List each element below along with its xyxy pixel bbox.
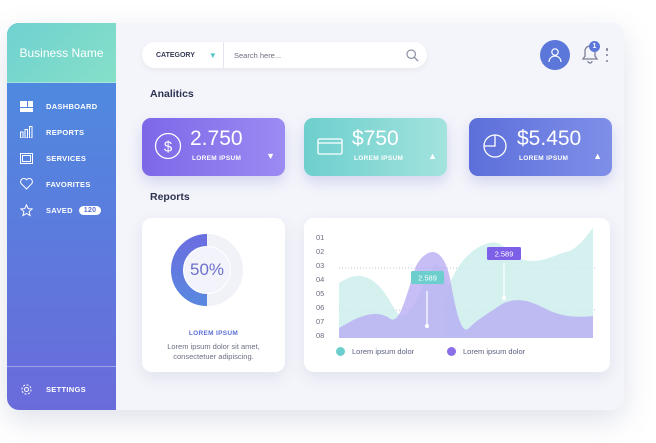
- sidebar-item-reports[interactable]: REPORTS: [7, 119, 116, 145]
- search-bar: CATEGORY ▼: [142, 42, 427, 68]
- legend-label: Lorem ipsum dolor: [352, 347, 415, 356]
- area-chart: 01 02 03 04 05 06 07 08 2.589 2.589: [316, 228, 596, 340]
- trend-down-icon: ▼: [266, 151, 275, 161]
- tooltip-value: 2.589: [495, 250, 514, 259]
- donut-description: Lorem ipsum dolor sit amet, consectetuer…: [167, 342, 260, 361]
- dashboard-icon: [19, 99, 33, 113]
- legend-item: Lorem ipsum dolor: [336, 347, 414, 356]
- stat-value: $5.450: [517, 127, 582, 150]
- brand-name[interactable]: Business Name: [7, 23, 116, 83]
- sidebar-nav: DASHBOARD REPORTS SERVICES FAVORITES: [7, 83, 116, 223]
- sidebar-item-label: SERVICES: [46, 153, 87, 163]
- credit-card-icon: [317, 138, 343, 155]
- search-icon[interactable]: [397, 48, 427, 62]
- y-tick-label: 02: [316, 247, 324, 256]
- legend-item: Lorem ipsum dolor: [447, 347, 525, 356]
- donut-chart: [171, 234, 243, 306]
- user-icon: [548, 48, 562, 63]
- more-menu-icon[interactable]: [605, 48, 609, 62]
- tooltip-box: [411, 271, 444, 284]
- category-dropdown[interactable]: CATEGORY ▼: [142, 42, 224, 68]
- sidebar: Business Name DASHBOARD REPORTS SERVICES: [7, 23, 116, 410]
- y-tick-label: 01: [316, 233, 324, 242]
- sidebar-item-settings[interactable]: SETTINGS: [7, 376, 116, 402]
- stat-label: LOREM IPSUM: [192, 155, 242, 162]
- data-point: [425, 324, 429, 328]
- y-tick-label: 06: [316, 303, 324, 312]
- sidebar-item-dashboard[interactable]: DASHBOARD: [7, 93, 116, 119]
- area-chart-panel: 01 02 03 04 05 06 07 08 2.589 2.589 Lorem ipsum…: [304, 218, 610, 372]
- progress-panel: 50% LOREM IPSUM Lorem ipsum dolor sit am…: [142, 218, 285, 372]
- avatar[interactable]: [540, 40, 570, 70]
- analytics-title: Analitics: [150, 88, 194, 100]
- y-tick-label: 08: [316, 331, 324, 340]
- donut-value: 50%: [189, 260, 225, 279]
- series-purple-area: [339, 252, 593, 338]
- stat-value: $750: [352, 127, 399, 150]
- y-tick-label: 03: [316, 261, 324, 270]
- sidebar-divider: [7, 366, 116, 367]
- y-tick-label: 04: [316, 275, 324, 284]
- tooltip-box: [487, 247, 521, 260]
- sidebar-item-label: REPORTS: [46, 127, 85, 137]
- y-tick-label: 07: [316, 317, 324, 326]
- bar-chart-icon: [19, 125, 33, 139]
- stat-card[interactable]: $ 2.750 LOREM IPSUM ▼: [142, 118, 285, 176]
- sidebar-item-label: SAVED: [46, 205, 73, 215]
- notification-badge: 1: [589, 41, 600, 52]
- sidebar-item-services[interactable]: SERVICES: [7, 145, 116, 171]
- reports-title: Reports: [150, 191, 190, 203]
- star-icon: [19, 203, 33, 217]
- legend-label: Lorem ipsum dolor: [463, 347, 526, 356]
- dollar-icon: $: [154, 132, 182, 160]
- stat-card[interactable]: $750 LOREM IPSUM ▲: [304, 118, 447, 176]
- stat-card[interactable]: $5.450 LOREM IPSUM ▲: [469, 118, 612, 176]
- stat-value: 2.750: [190, 127, 243, 150]
- saved-count-badge: 120: [78, 205, 102, 215]
- stat-label: LOREM IPSUM: [354, 155, 404, 162]
- donut-progress-arc: [171, 234, 208, 306]
- heart-icon: [19, 177, 33, 191]
- search-input[interactable]: [224, 50, 397, 60]
- category-label: CATEGORY: [156, 51, 195, 59]
- legend-dot: [447, 347, 456, 356]
- sidebar-item-label: SETTINGS: [46, 384, 86, 394]
- svg-text:$: $: [164, 139, 173, 156]
- gear-icon: [19, 382, 33, 396]
- stat-label: LOREM IPSUM: [519, 155, 569, 162]
- tooltip-value: 2.589: [418, 274, 437, 283]
- series-teal-area: [444, 228, 593, 338]
- pie-icon: [483, 134, 507, 158]
- data-point: [502, 296, 506, 300]
- services-icon: [19, 151, 33, 165]
- legend-dot: [336, 347, 345, 356]
- trend-up-icon: ▲: [593, 151, 602, 161]
- sidebar-item-saved[interactable]: SAVED 120: [7, 197, 116, 223]
- sidebar-item-label: DASHBOARD: [46, 101, 98, 111]
- dashboard-window: Business Name DASHBOARD REPORTS SERVICES: [7, 23, 624, 410]
- chevron-down-icon: ▼: [208, 50, 217, 60]
- trend-up-icon: ▲: [428, 151, 437, 161]
- sidebar-item-favorites[interactable]: FAVORITES: [7, 171, 116, 197]
- y-tick-label: 05: [316, 289, 324, 298]
- sidebar-item-label: FAVORITES: [46, 179, 91, 189]
- donut-label: LOREM IPSUM: [188, 330, 239, 337]
